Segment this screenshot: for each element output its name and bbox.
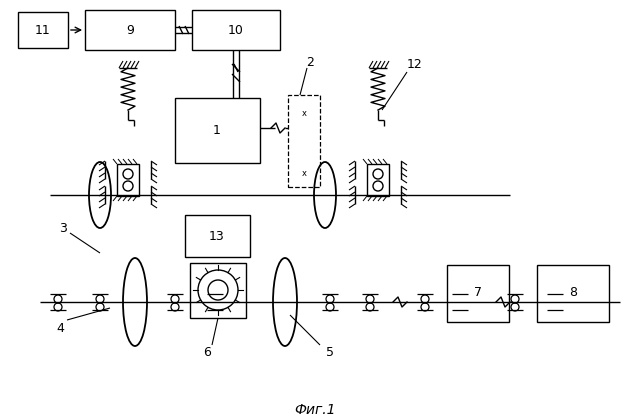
Bar <box>367 164 389 196</box>
Text: x: x <box>301 108 307 118</box>
Bar <box>85 10 175 50</box>
Text: 11: 11 <box>35 24 51 37</box>
Bar <box>185 215 250 257</box>
Text: 2: 2 <box>306 57 314 69</box>
Text: 6: 6 <box>203 346 211 359</box>
Text: 3: 3 <box>59 221 67 234</box>
Text: x: x <box>301 168 307 178</box>
Bar <box>447 265 509 322</box>
Bar <box>18 12 68 48</box>
Bar <box>175 98 260 163</box>
Text: 1: 1 <box>213 124 221 137</box>
Text: 4: 4 <box>56 321 64 334</box>
Text: 13: 13 <box>209 229 225 242</box>
Bar <box>190 263 246 318</box>
Bar <box>117 164 139 196</box>
Text: 12: 12 <box>407 58 423 71</box>
Text: 10: 10 <box>228 24 244 37</box>
Bar <box>192 10 280 50</box>
Text: 5: 5 <box>326 346 334 359</box>
Text: 7: 7 <box>474 286 482 299</box>
Bar <box>537 265 609 322</box>
Text: 8: 8 <box>569 286 577 299</box>
Text: 9: 9 <box>126 24 134 37</box>
Bar <box>288 95 320 187</box>
Text: Фиг.1: Фиг.1 <box>294 403 336 417</box>
